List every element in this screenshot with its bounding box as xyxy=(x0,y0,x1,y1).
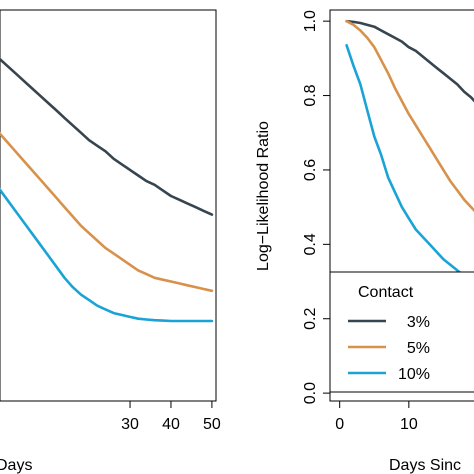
left-axes: 30 40 50 xyxy=(0,9,221,433)
left-panel: 30 40 50 Days xyxy=(0,9,221,474)
right-series-line-3pct xyxy=(345,19,474,103)
legend-title: Contact xyxy=(358,284,414,301)
right-axes: 0 10 0.0 0.2 0.4 0.6 0.8 1.0 xyxy=(302,9,474,433)
left-plot-frame xyxy=(0,9,217,402)
legend-label-10pct: 10% xyxy=(398,366,430,383)
legend-label-5pct: 5% xyxy=(407,340,430,357)
right-y-tick-label: 0.2 xyxy=(302,308,319,330)
legend-label-3pct: 3% xyxy=(407,314,430,331)
right-y-tick-label: 1.0 xyxy=(302,10,319,32)
left-series-line-5pct xyxy=(0,131,214,293)
left-x-tick-label: 30 xyxy=(121,416,139,433)
right-x-axis-label: Days Sinc xyxy=(389,457,461,474)
legend: Contact 3% 5% 10% xyxy=(329,271,474,393)
legend-items: 3% 5% 10% xyxy=(348,314,430,383)
right-series-line-10pct xyxy=(345,43,474,285)
right-plot-frame xyxy=(329,9,474,402)
left-x-axis-label: Days xyxy=(0,457,32,474)
right-y-axis-label: Log−Likelihood Ratio xyxy=(255,121,272,271)
right-x-tick-label: 0 xyxy=(335,416,344,433)
left-series-lines xyxy=(0,57,214,323)
left-x-tick-label: 50 xyxy=(203,416,221,433)
right-y-tick-label: 0.6 xyxy=(302,159,319,181)
left-series-line-10pct xyxy=(0,187,214,323)
right-series-lines xyxy=(345,19,474,285)
left-series-line-3pct xyxy=(0,57,214,216)
right-x-tick-label: 10 xyxy=(400,416,418,433)
right-y-tick-label: 0.4 xyxy=(302,233,319,255)
right-y-tick-label: 0.8 xyxy=(302,84,319,106)
right-y-tick-label: 0.0 xyxy=(302,382,319,404)
right-panel: 0 10 0.0 0.2 0.4 0.6 0.8 1.0 Days Sinc Log−Like… xyxy=(255,9,474,474)
right-series-line-5pct xyxy=(345,19,474,213)
left-x-tick-label: 40 xyxy=(162,416,180,433)
